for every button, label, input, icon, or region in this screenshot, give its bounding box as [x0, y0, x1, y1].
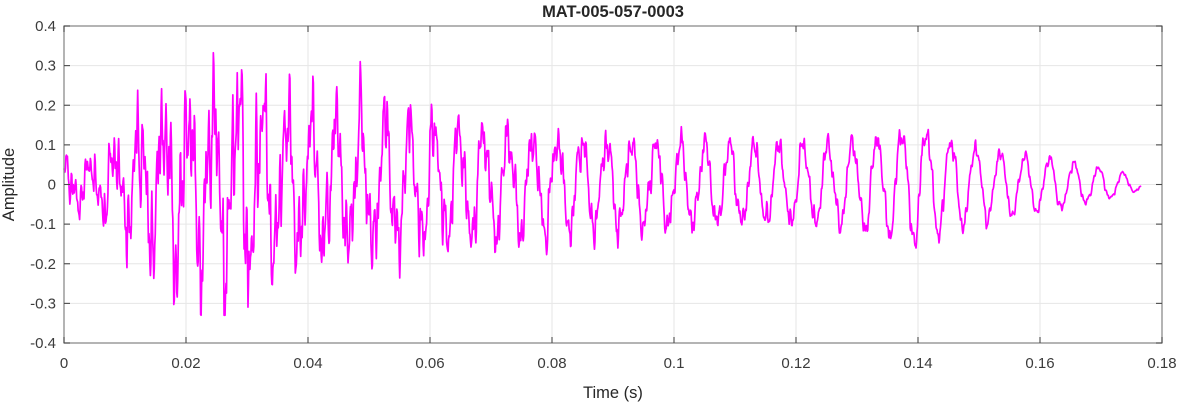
x-tick-label: 0.04 — [293, 355, 322, 372]
y-tick-label: 0.4 — [35, 18, 56, 35]
x-tick-label: 0.18 — [1147, 355, 1176, 372]
x-tick-label: 0.08 — [537, 355, 566, 372]
waveform-line — [63, 51, 1142, 317]
y-tick-label: -0.1 — [30, 216, 56, 233]
tick-label-layer: 0 0.02 0.04 0.06 0.08 0.1 0.12 0.14 0.16 0.18 -0.4… — [30, 18, 1176, 372]
x-tick-label: 0.16 — [1025, 355, 1054, 372]
x-tick-label: 0.1 — [664, 355, 685, 372]
x-tick-label: 0.02 — [171, 355, 200, 372]
x-tick-label: 0.14 — [903, 355, 932, 372]
y-tick-label: 0.3 — [35, 58, 56, 75]
series-layer — [63, 51, 1142, 317]
y-tick-label: -0.2 — [30, 256, 56, 273]
y-tick-label: -0.3 — [30, 295, 56, 312]
y-tick-label: 0.1 — [35, 137, 56, 154]
x-tick-label: 0 — [60, 355, 68, 372]
x-tick-label: 0.06 — [415, 355, 444, 372]
y-axis-label: Amplitude — [0, 148, 18, 221]
x-axis-label: Time (s) — [583, 384, 643, 402]
chart-title: MAT-005-057-0003 — [542, 3, 684, 21]
y-tick-label: -0.4 — [30, 335, 56, 352]
y-tick-label: 0 — [48, 177, 56, 194]
y-tick-label: 0.2 — [35, 97, 56, 114]
x-tick-label: 0.12 — [781, 355, 810, 372]
axes-layer — [63, 25, 1163, 344]
